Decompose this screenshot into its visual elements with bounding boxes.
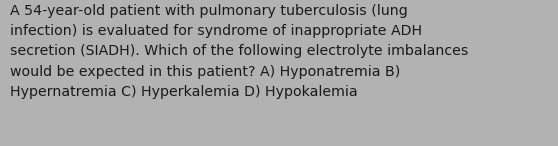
Text: A 54-year-old patient with pulmonary tuberculosis (lung
infection) is evaluated : A 54-year-old patient with pulmonary tub… [10, 4, 468, 99]
